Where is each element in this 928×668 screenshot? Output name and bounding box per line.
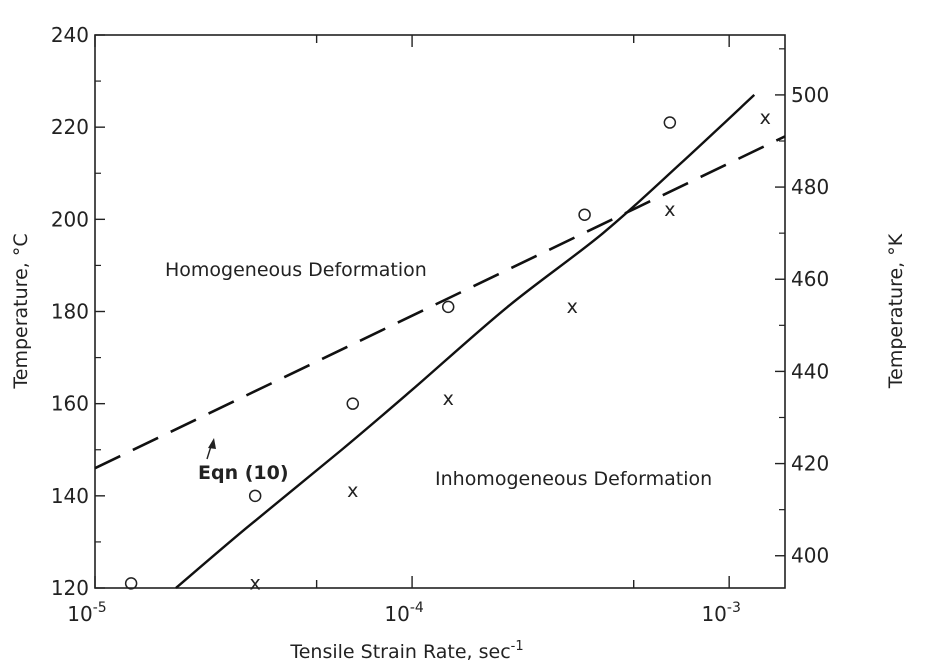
ticks: [94, 34, 785, 589]
x-tick-base: 10: [67, 602, 92, 626]
x-axis-label: Tensile Strain Rate, sec-1: [289, 639, 523, 663]
y-axis-label-left: Temperature, °C: [10, 233, 32, 389]
markers: x x x x x x: [124, 107, 771, 594]
y2-tick-label: 440: [791, 359, 829, 383]
data-point-circle: [248, 489, 262, 503]
x-axis-label-exp: -1: [511, 639, 524, 654]
data-point-x: x: [443, 388, 454, 410]
x-tick-label: 10-3: [701, 600, 740, 626]
data-point-circle: [663, 116, 677, 129]
x-tick-exp: -3: [727, 600, 741, 616]
data-point-circle: [441, 300, 455, 314]
data-point-x: x: [250, 572, 261, 594]
data-point-x: x: [347, 480, 358, 502]
y2-tick-label: 500: [791, 83, 829, 107]
y-tick-label: 200: [51, 207, 89, 231]
curves: [94, 94, 786, 589]
x-tick-label: 10-5: [67, 600, 106, 626]
y-tick-label: 240: [51, 23, 89, 47]
inhomogeneous-label: Inhomogeneous Deformation: [435, 468, 712, 490]
plot-frame: [94, 34, 786, 589]
y-tick-label: 160: [51, 392, 89, 416]
y2-tick-label: 460: [791, 267, 829, 291]
y2-tick-label: 480: [791, 175, 829, 199]
x-axis-label-text: Tensile Strain Rate, sec: [289, 641, 510, 663]
x-tick-exp: -4: [410, 600, 424, 616]
x-tick-base: 10: [701, 602, 726, 626]
eqn-label: Eqn (10): [198, 462, 289, 484]
data-point-x: x: [567, 296, 578, 318]
homogeneous-label: Homogeneous Deformation: [165, 259, 427, 281]
x-tick-label: 10-4: [384, 600, 424, 626]
y-tick-label: 140: [51, 484, 89, 508]
x-tick-exp: -5: [93, 600, 107, 616]
data-point-x: x: [664, 199, 675, 221]
x-tick-base: 10: [384, 602, 409, 626]
data-point-circle: [346, 397, 360, 410]
y-tick-label: 120: [51, 576, 89, 600]
y-tick-label: 220: [51, 115, 89, 139]
data-point-circle: [578, 208, 591, 221]
y2-tick-label: 400: [791, 544, 829, 568]
y2-tick-label: 420: [791, 452, 829, 476]
y-axis-label-right: Temperature, °K: [885, 233, 907, 389]
data-point-x: x: [760, 107, 771, 129]
boundary-solid-curve: [175, 94, 756, 589]
y-tick-label: 180: [51, 300, 89, 324]
eqn10-dashed-line: [94, 135, 786, 470]
data-point-circle: [124, 577, 138, 590]
tick-labels: 10-5 10-4 10-31201401601802002202404004204…: [51, 23, 829, 626]
eqn-arrow-head: [208, 438, 216, 449]
